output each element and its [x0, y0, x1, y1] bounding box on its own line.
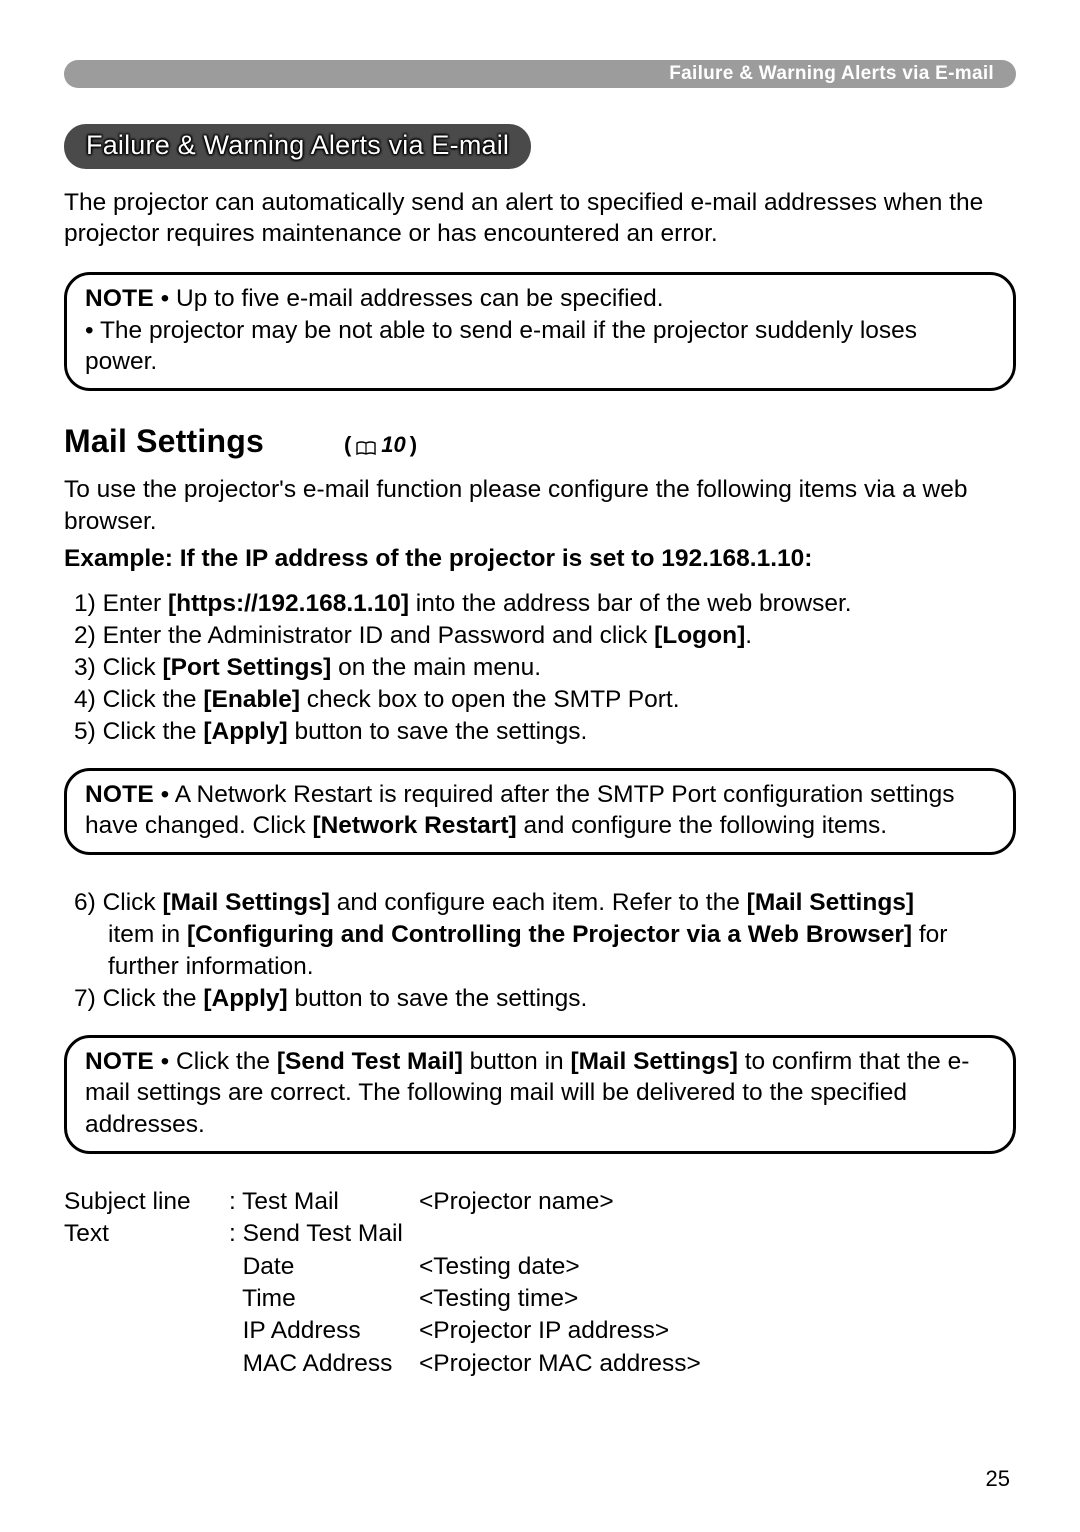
mail-r5c3: <Projector IP address> — [419, 1315, 669, 1347]
s1c: into the address bar of the web browser. — [409, 590, 852, 617]
intro-text: The projector can automatically send an … — [64, 187, 1016, 250]
note2-label: NOTE — [85, 781, 154, 808]
note1-line1: • Up to five e-mail addresses can be spe… — [154, 285, 664, 312]
s5c: button to save the settings. — [288, 718, 588, 745]
mail-r2c1: Text — [64, 1218, 229, 1250]
s4c: check box to open the SMTP Port. — [300, 686, 680, 713]
s6e: item in — [108, 921, 187, 948]
note3-b1: [Send Test Mail] — [277, 1048, 463, 1075]
header-bar-text: Failure & Warning Alerts via E-mail — [669, 63, 994, 85]
s6f: [Configuring and Controlling the Project… — [187, 921, 912, 948]
header-bar: Failure & Warning Alerts via E-mail — [64, 60, 1016, 88]
mail-r6c3: <Projector MAC address> — [419, 1348, 701, 1380]
s4b: [Enable] — [203, 686, 300, 713]
mail-r4c2: Time — [229, 1283, 419, 1315]
section-heading-row: Mail Settings ( 10 ) — [64, 423, 1016, 460]
s6c: and configure each item. Refer to the — [330, 889, 747, 916]
mail-r1c1: Subject line — [64, 1186, 229, 1218]
steps-list-2: 6) Click [Mail Settings] and configure e… — [64, 887, 1016, 1014]
note3-b2: [Mail Settings] — [570, 1048, 737, 1075]
s7c: button to save the settings. — [288, 985, 588, 1012]
s5b: [Apply] — [203, 718, 287, 745]
mail-r6c2: MAC Address — [229, 1348, 419, 1380]
note-label: NOTE — [85, 285, 154, 312]
mail-sample-table: Subject line : Test Mail <Projector name… — [64, 1186, 1016, 1380]
note2-post: and configure the following items. — [517, 812, 887, 839]
section-ref: ( 10 ) — [344, 432, 417, 458]
mail-r1c2: : Test Mail — [229, 1186, 419, 1218]
s2a: 2) Enter the Administrator ID and Passwo… — [74, 622, 654, 649]
ref-num: 10 — [381, 432, 405, 458]
s7b: [Apply] — [203, 985, 287, 1012]
s1a: 1) Enter — [74, 590, 168, 617]
mail-r2c2: : Send Test Mail — [229, 1218, 419, 1250]
mail-r4c3: <Testing time> — [419, 1283, 578, 1315]
mail-r5c2: IP Address — [229, 1315, 419, 1347]
book-icon — [355, 437, 377, 453]
note1-line2: • The projector may be not able to send … — [85, 317, 917, 376]
s2c: . — [745, 622, 752, 649]
s1b: [https://192.168.1.10] — [168, 590, 409, 617]
ref-close: ) — [410, 432, 417, 458]
s2b: [Logon] — [654, 622, 745, 649]
s6h: further information. — [108, 953, 314, 980]
note3-label: NOTE — [85, 1048, 154, 1075]
steps-list-1: 1) Enter [https://192.168.1.10] into the… — [64, 588, 1016, 747]
config-intro: To use the projector's e-mail function p… — [64, 474, 1016, 537]
s6b: [Mail Settings] — [162, 889, 329, 916]
s4a: 4) Click the — [74, 686, 203, 713]
s5a: 5) Click the — [74, 718, 203, 745]
mail-r3c3: <Testing date> — [419, 1251, 580, 1283]
section-title: Mail Settings — [64, 423, 264, 460]
s3a: 3) Click — [74, 654, 162, 681]
s6d: [Mail Settings] — [747, 889, 914, 916]
note-box-3: NOTE • Click the [Send Test Mail] button… — [64, 1035, 1016, 1155]
ref-open: ( — [344, 432, 351, 458]
mail-r1c3: <Projector name> — [419, 1186, 614, 1218]
page-number: 25 — [986, 1466, 1010, 1492]
s3c: on the main menu. — [331, 654, 541, 681]
note3-pre: • Click the — [154, 1048, 277, 1075]
pill-heading: Failure & Warning Alerts via E-mail — [64, 124, 531, 169]
note3-mid: button in — [463, 1048, 571, 1075]
s3b: [Port Settings] — [162, 654, 331, 681]
example-line: Example: If the IP address of the projec… — [64, 543, 1016, 574]
s6g: for — [912, 921, 947, 948]
s6a: 6) Click — [74, 889, 162, 916]
note2-bold: [Network Restart] — [312, 812, 516, 839]
mail-r3c2: Date — [229, 1251, 419, 1283]
note-box-2: NOTE • A Network Restart is required aft… — [64, 768, 1016, 856]
note-box-1: NOTE • Up to five e-mail addresses can b… — [64, 272, 1016, 392]
s7a: 7) Click the — [74, 985, 203, 1012]
